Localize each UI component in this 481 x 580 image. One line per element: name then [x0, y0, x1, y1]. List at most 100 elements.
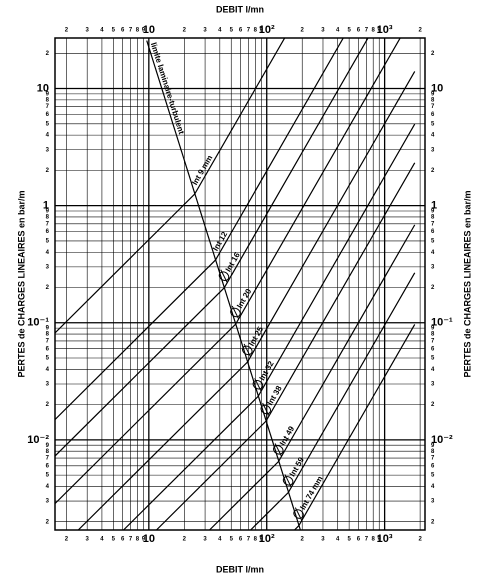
- x-axis-title: DEBIT l/mn: [216, 564, 264, 574]
- y-tick-label: 6: [46, 346, 50, 352]
- x-tick-label-top: 10²: [259, 24, 275, 36]
- pipe-line: [55, 38, 369, 457]
- y-tick-label-right: 2: [431, 519, 435, 525]
- y-tick-label: 4: [46, 250, 50, 256]
- x-tick-label: 6: [239, 537, 243, 543]
- y-tick-label: 7: [46, 338, 50, 344]
- pipe-line: [156, 162, 416, 530]
- y-axis-title-right: PERTES de CHARGES LINEAIRES en bar/m: [462, 190, 472, 377]
- x-tick-label-top: 6: [121, 28, 125, 34]
- y-tick-label: 3: [46, 264, 50, 270]
- x-tick-label: 10: [143, 533, 155, 545]
- x-tick-label-top: 8: [136, 28, 140, 34]
- diameter-symbol-slash: [274, 443, 282, 457]
- diameter-symbol: [293, 509, 304, 519]
- x-tick-label: 2: [65, 537, 69, 543]
- pipe-line: [209, 224, 416, 530]
- x-tick-label: 8: [254, 537, 258, 543]
- y-tick-label-right: 7: [431, 104, 435, 110]
- y-tick-label-right: 4: [431, 484, 435, 490]
- y-tick-label: 2: [46, 51, 50, 57]
- pipe-line: [55, 38, 401, 504]
- y-tick-label: 3: [46, 382, 50, 388]
- diameter-symbol-slash: [231, 305, 240, 320]
- x-tick-label: 7: [129, 537, 133, 543]
- diameter-symbol: [218, 271, 230, 281]
- y-tick-label-right: 9: [431, 209, 435, 215]
- y-tick-label: 9: [46, 443, 50, 449]
- y-tick-label-right: 7: [431, 338, 435, 344]
- x-tick-label: 9: [142, 537, 146, 543]
- x-tick-label: 6: [357, 537, 361, 543]
- y-tick-label: 9: [46, 91, 50, 97]
- x-tick-label: 10³: [377, 533, 393, 545]
- x-tick-label-top: 4: [336, 28, 340, 34]
- y-tick-label-right: 4: [431, 133, 435, 139]
- y-tick-label: 6: [46, 112, 50, 118]
- y-tick-label: 10: [37, 82, 49, 94]
- y-tick-label-right: 10⁻²: [431, 434, 453, 446]
- y-tick-label: 9: [46, 326, 50, 332]
- diameter-symbol: [242, 345, 253, 356]
- diameter-symbol-slash: [254, 378, 262, 392]
- y-tick-label: 4: [46, 484, 50, 490]
- x-tick-label: 2: [183, 537, 187, 543]
- y-tick-label-right: 6: [431, 112, 435, 118]
- y-tick-label: 6: [46, 229, 50, 235]
- x-tick-label-top: 2: [418, 28, 422, 34]
- x-tick-label: 4: [218, 537, 222, 543]
- y-tick-label-right: 3: [431, 382, 435, 388]
- y-tick-label-right: 10⁻¹: [431, 317, 453, 329]
- y-tick-label: 7: [46, 456, 50, 462]
- x-tick-label: 4: [336, 537, 340, 543]
- x-axis-title-top: DEBIT l/mn: [216, 4, 264, 14]
- x-tick-label: 9: [260, 537, 264, 543]
- y-tick-label: 5: [46, 473, 50, 479]
- y-tick-label-right: 8: [431, 97, 435, 103]
- x-tick-label-top: 7: [365, 28, 369, 34]
- pipe-line: [294, 324, 416, 530]
- y-tick-label-right: 8: [431, 215, 435, 221]
- x-tick-label: 5: [347, 537, 351, 543]
- y-tick-label: 5: [46, 356, 50, 362]
- y-tick-label-right: 7: [431, 221, 435, 227]
- pipe-line: [55, 38, 286, 334]
- x-tick-label-top: 4: [218, 28, 222, 34]
- y-tick-label-right: 5: [431, 356, 435, 362]
- x-tick-label-top: 3: [203, 28, 207, 34]
- y-tick-label: 8: [46, 449, 50, 455]
- y-tick-label-right: 6: [431, 346, 435, 352]
- diameter-symbol: [282, 476, 294, 486]
- y-tick-label-right: 1: [431, 200, 437, 212]
- x-tick-label-top: 10³: [377, 24, 393, 36]
- x-tick-label: 8: [372, 537, 376, 543]
- y-tick-label: 2: [46, 285, 50, 291]
- x-tick-label: 2: [418, 537, 422, 543]
- x-tick-label-top: 10: [143, 24, 155, 36]
- x-tick-label-top: 5: [347, 28, 351, 34]
- y-tick-label-right: 9: [431, 443, 435, 449]
- y-tick-label-right: 4: [431, 250, 435, 256]
- x-tick-label: 8: [136, 537, 140, 543]
- y-tick-label: 10⁻²: [27, 434, 49, 446]
- x-tick-label-top: 9: [142, 28, 146, 34]
- y-tick-label-right: 3: [431, 264, 435, 270]
- x-tick-label: 3: [86, 537, 90, 543]
- diameter-symbol-slash: [284, 474, 292, 488]
- y-tick-label: 7: [46, 221, 50, 227]
- y-tick-label-right: 4: [431, 367, 435, 373]
- x-tick-label-top: 9: [260, 28, 264, 34]
- y-tick-label: 4: [46, 367, 50, 373]
- diameter-symbol-slash: [243, 343, 251, 358]
- y-tick-label-right: 8: [431, 449, 435, 455]
- x-tick-label: 6: [121, 537, 125, 543]
- x-tick-label-top: 8: [254, 28, 258, 34]
- y-tick-label-right: 9: [431, 326, 435, 332]
- y-tick-label-right: 5: [431, 473, 435, 479]
- x-tick-label-top: 2: [65, 28, 69, 34]
- pipe-line: [55, 38, 344, 421]
- y-tick-label-right: 2: [431, 402, 435, 408]
- x-tick-label-top: 7: [247, 28, 251, 34]
